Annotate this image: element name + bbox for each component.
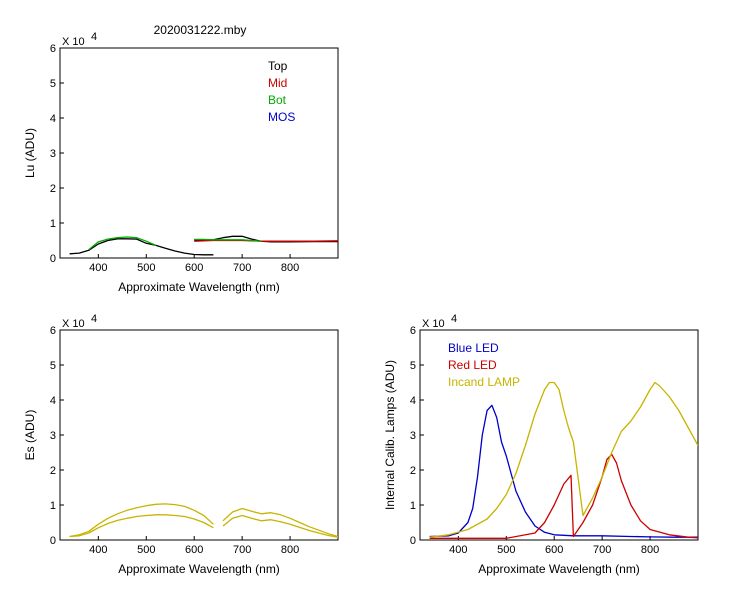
es-multiplier-exponent: 4 (91, 313, 97, 325)
lu-multiplier-label: X 10 (62, 36, 85, 48)
es-multiplier-label: X 10 (62, 318, 85, 330)
es-plot-frame (59, 329, 339, 541)
lamps-x-tick-label-500: 500 (497, 544, 515, 556)
lu-legend-entry: Mid (268, 76, 287, 90)
lu-y-tick-label-2: 2 (50, 183, 56, 195)
lu-series-group (69, 235, 338, 256)
lamps-y-axis-label: Internal Calib. Lamps (ADU) (383, 360, 397, 510)
lamps-multiplier-exponent: 4 (451, 313, 457, 325)
lu-plot-frame (59, 47, 339, 259)
es-x-tick-label-700: 700 (233, 544, 251, 556)
lamps-x-axis-label: Approximate Wavelength (nm) (478, 562, 640, 576)
es-series-line-3 (222, 514, 338, 538)
es-y-tick-label-3: 3 (50, 430, 56, 442)
lu-y-axis-label: Lu (ADU) (23, 128, 37, 178)
lu-x-tick-label-800: 800 (281, 262, 299, 274)
lamps-y-tick-label-5: 5 (410, 360, 416, 372)
lamps-x-tick-label-800: 800 (641, 544, 659, 556)
lu-legend-entry: Bot (268, 93, 287, 107)
es-x-tick-label-500: 500 (137, 544, 155, 556)
lamps-series-group (429, 381, 698, 539)
lu-series-line-3 (88, 236, 157, 251)
es-y-axis-label: Es (ADU) (23, 410, 37, 461)
lu-y-tick-label-0: 0 (50, 253, 56, 265)
lamps-y-tick-label-0: 0 (410, 535, 416, 547)
lu-y-tick-label-4: 4 (50, 113, 56, 125)
lamps-series-line-0 (429, 404, 698, 538)
lu-x-tick-label-500: 500 (137, 262, 155, 274)
es-y-tick-label-4: 4 (50, 395, 56, 407)
lu-y-tick-label-3: 3 (50, 148, 56, 160)
es-x-tick-label-400: 400 (89, 544, 107, 556)
lu-x-axis-label: Approximate Wavelength (nm) (118, 280, 280, 294)
lu-series-line-2 (194, 239, 338, 242)
es-series-line-0 (69, 503, 214, 538)
lamps-multiplier-label: X 10 (422, 318, 445, 330)
lamps-legend-entry: Incand LAMP (448, 375, 520, 389)
lu-y-tick-label-6: 6 (50, 43, 56, 55)
lamps-y-tick-label-6: 6 (410, 325, 416, 337)
es-y-tick-label-6: 6 (50, 325, 56, 337)
es-y-tick-label-2: 2 (50, 465, 56, 477)
es-x-tick-label-600: 600 (185, 544, 203, 556)
lamps-y-tick-label-4: 4 (410, 395, 416, 407)
es-series-line-2 (222, 507, 338, 538)
lamps-x-tick-label-700: 700 (593, 544, 611, 556)
lu-x-tick-label-400: 400 (89, 262, 107, 274)
lamps-y-tick-label-2: 2 (410, 465, 416, 477)
lamps-x-tick-label-400: 400 (449, 544, 467, 556)
lu-panel: 400 500 600 700 800 0 1 2 3 4 5 6 X 10 4 Approximate W… (23, 31, 339, 294)
lu-x-tick-label-600: 600 (185, 262, 203, 274)
es-y-tick-label-0: 0 (50, 535, 56, 547)
es-x-tick-label-800: 800 (281, 544, 299, 556)
es-y-tick-label-1: 1 (50, 500, 56, 512)
lamps-legend-entry: Blue LED (448, 341, 499, 355)
lamps-y-tick-label-3: 3 (410, 430, 416, 442)
lu-y-tick-label-5: 5 (50, 78, 56, 90)
lamps-panel: 400 500 600 700 800 0 1 2 3 4 5 6 X 10 4 Approximate W… (383, 313, 699, 576)
lamps-legend-entry: Red LED (448, 358, 497, 372)
es-series-group (69, 503, 338, 538)
lu-series-line-4 (194, 238, 262, 242)
lamps-y-tick-label-1: 1 (410, 500, 416, 512)
lu-series-line-0 (69, 238, 214, 256)
lamps-series-line-1 (429, 453, 698, 539)
lu-multiplier-exponent: 4 (91, 31, 97, 43)
es-x-axis-label: Approximate Wavelength (nm) (118, 562, 280, 576)
lu-x-tick-label-700: 700 (233, 262, 251, 274)
es-panel: 400 500 600 700 800 0 1 2 3 4 5 6 X 10 4 Approximate W… (23, 313, 339, 576)
lu-legend-entry: Top (268, 59, 288, 73)
lu-legend-entry: MOS (268, 110, 295, 124)
lamps-x-tick-label-600: 600 (545, 544, 563, 556)
figure-title: 2020031222.mby (154, 23, 247, 37)
lamps-series-line-2 (429, 381, 698, 538)
es-y-tick-label-5: 5 (50, 360, 56, 372)
lu-y-tick-label-1: 1 (50, 218, 56, 230)
es-series-line-1 (69, 514, 214, 538)
